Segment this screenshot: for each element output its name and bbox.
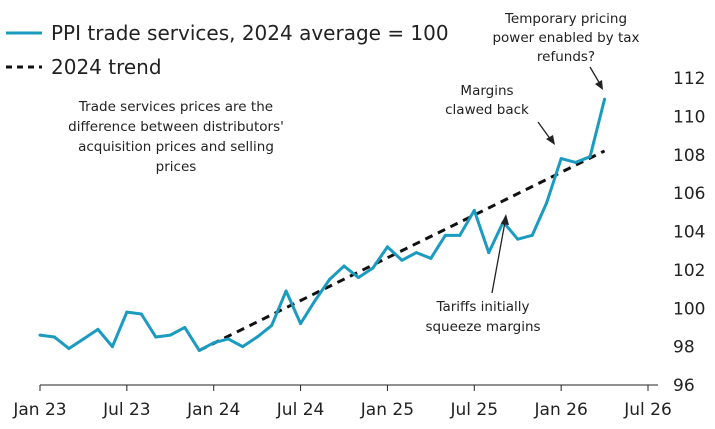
y-tick-label: 106: [673, 184, 705, 204]
x-tick-label: Jul 24: [276, 400, 325, 420]
annotation-tax-refunds: Temporary pricing power enabled by tax r…: [492, 11, 640, 90]
series-point-ppi: [458, 233, 462, 237]
series-point-ppi: [81, 337, 85, 341]
series-point-ppi: [52, 335, 56, 339]
y-tick-label: 100: [673, 299, 705, 319]
annotation-margins-arrowhead: [546, 135, 555, 145]
y-tick-label: 112: [673, 69, 705, 89]
annotation-tariffs-line-1: Tariffs initially: [435, 299, 529, 315]
annotation-tariffs-line-2: squeeze margins: [425, 319, 540, 335]
series-point-ppi: [588, 155, 592, 159]
x-tick-labels: Jan 23 Jul 23 Jan 24 Jul 24 Jan 25 Jul 25 Jan …: [12, 400, 671, 420]
y-tick-label: 102: [673, 261, 705, 281]
annotation-explainer-line-2: difference between distributors': [68, 119, 284, 135]
x-tick-marks: [39, 385, 649, 391]
annotation-explainer-line-4: prices: [156, 159, 197, 175]
y-tick-label: 98: [673, 338, 695, 358]
series-point-ppi: [139, 312, 143, 316]
series-point-ppi: [574, 160, 578, 164]
series-point-ppi: [443, 233, 447, 237]
x-tick-label: Jan 23: [12, 400, 66, 420]
series-point-ppi: [356, 276, 360, 280]
series-line-2024-trend: [198, 149, 606, 352]
series-point-ppi: [168, 333, 172, 337]
x-tick-label: Jan 24: [186, 400, 240, 420]
annotation-tax-refunds-line-2: power enabled by tax: [492, 30, 639, 46]
annotation-tax-refunds-arrowhead: [595, 80, 603, 90]
annotation-tariffs-arrowhead: [501, 214, 509, 225]
series-point-ppi: [183, 325, 187, 329]
annotation-tax-refunds-line-1: Temporary pricing: [504, 11, 627, 27]
annotation-trade-services-explainer: Trade services prices are the difference…: [68, 99, 284, 175]
series-point-ppi: [328, 277, 332, 281]
x-tick-label: Jul 26: [623, 400, 672, 420]
y-tick-label: 108: [673, 146, 705, 166]
annotation-explainer-line-1: Trade services prices are the: [78, 99, 273, 115]
series-point-ppi: [67, 347, 71, 351]
series-point-ppi: [212, 341, 216, 345]
plot-series-layer: [38, 97, 607, 352]
series-point-ppi: [429, 256, 433, 260]
series-point-ppi: [487, 251, 491, 255]
annotation-tariffs-arrow: [491, 221, 506, 294]
series-point-ppi: [125, 310, 129, 314]
series-point-ppi: [342, 264, 346, 268]
x-tick-label: Jul 25: [450, 400, 499, 420]
series-point-ppi: [197, 348, 201, 352]
series-point-ppi: [270, 324, 274, 328]
series-point-ppi: [559, 157, 563, 161]
annotation-margins-arrow: [537, 121, 552, 141]
series-point-ppi: [154, 335, 158, 339]
x-tick-label: Jul 23: [102, 400, 151, 420]
series-point-ppi: [284, 289, 288, 293]
legend: PPI trade services, 2024 average = 100 2…: [6, 21, 449, 79]
y-tick-label: 110: [673, 107, 705, 127]
series-point-ppi: [241, 345, 245, 349]
series-point-ppi: [472, 208, 476, 212]
annotation-margins-clawed-back: Margins clawed back: [445, 83, 555, 145]
x-tick-label: Jan 26: [534, 400, 588, 420]
series-point-ppi: [414, 251, 418, 255]
series-point-ppi: [530, 233, 534, 237]
series-point-ppi: [603, 97, 607, 101]
series-point-ppi: [313, 299, 317, 303]
y-tick-labels: 96 98 100 102 104 106 108 110 112: [673, 69, 705, 396]
series-point-ppi: [226, 337, 230, 341]
y-tick-label: 96: [673, 376, 695, 396]
series-point-ppi: [38, 333, 42, 337]
legend-label-ppi: PPI trade services, 2024 average = 100: [51, 21, 449, 45]
series-point-ppi: [371, 266, 375, 270]
legend-label-trend: 2024 trend: [51, 55, 162, 79]
annotation-margins-line-1: Margins: [460, 83, 513, 99]
series-point-ppi: [516, 237, 520, 241]
series-point-ppi: [255, 335, 259, 339]
series-point-ppi: [96, 327, 100, 331]
series-point-ppi: [545, 201, 549, 205]
annotation-tax-refunds-arrow: [589, 66, 601, 85]
series-point-ppi: [385, 245, 389, 249]
annotation-tariffs: Tariffs initially squeeze margins: [425, 214, 541, 335]
series-point-ppi: [299, 322, 303, 326]
annotation-tax-refunds-line-3: refunds?: [537, 49, 595, 65]
y-tick-label: 104: [673, 223, 705, 243]
annotation-explainer-line-3: acquisition prices and selling: [78, 139, 274, 155]
series-point-ppi: [400, 258, 404, 262]
x-tick-label: Jan 25: [360, 400, 414, 420]
series-line-ppi-trade-services: [39, 98, 607, 352]
annotation-margins-line-2: clawed back: [445, 102, 529, 118]
series-point-ppi: [110, 345, 114, 349]
